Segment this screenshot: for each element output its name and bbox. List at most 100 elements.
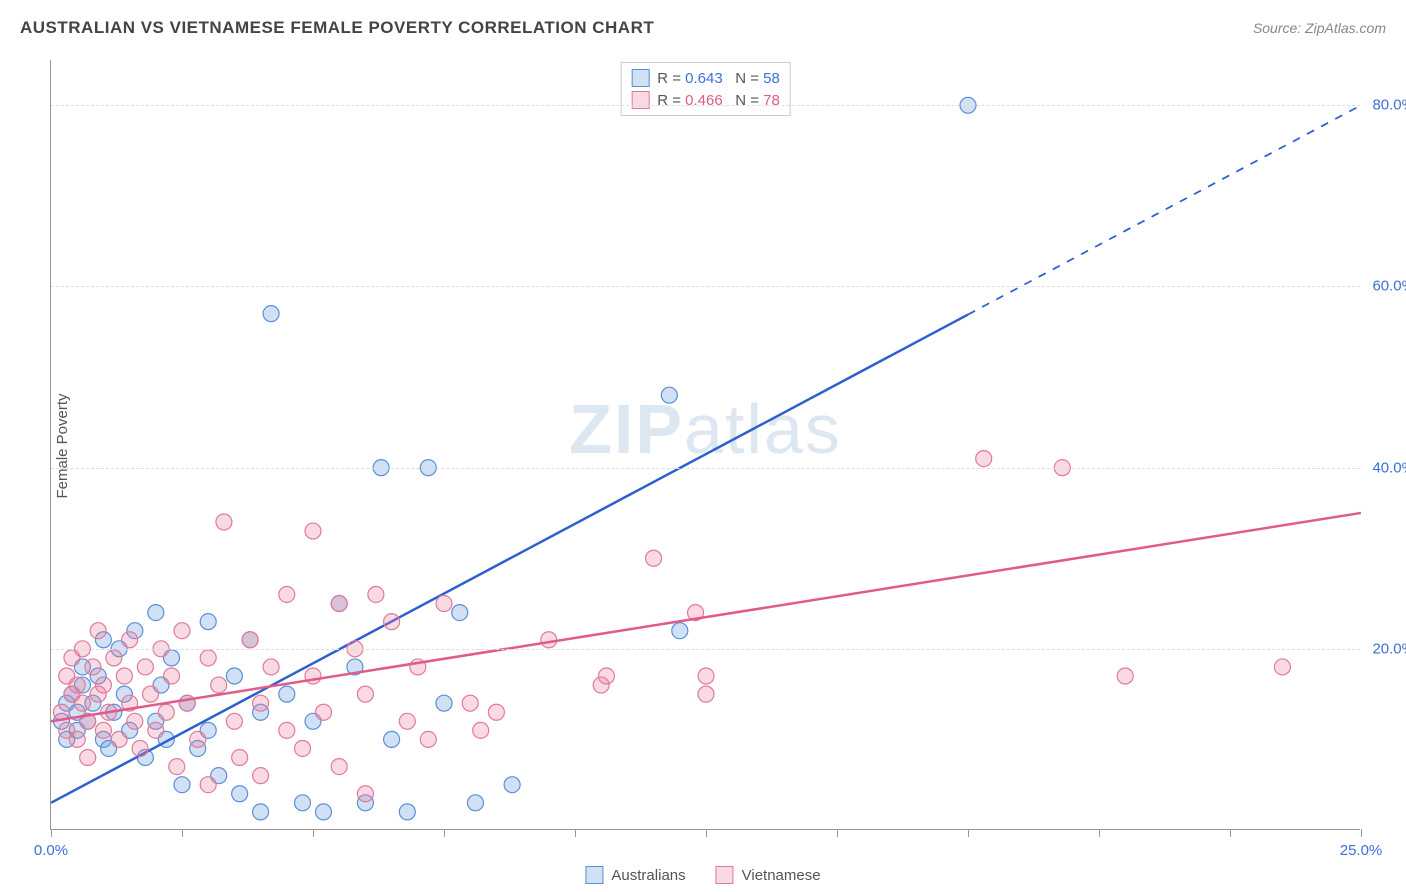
scatter-point — [305, 523, 321, 539]
x-tick — [444, 829, 445, 837]
gridline — [51, 649, 1360, 650]
gridline — [51, 286, 1360, 287]
chart-container: AUSTRALIAN VS VIETNAMESE FEMALE POVERTY … — [0, 0, 1406, 892]
scatter-point — [164, 668, 180, 684]
y-tick-label: 40.0% — [1372, 459, 1406, 476]
bottom-legend: Australians Vietnamese — [585, 866, 820, 884]
scatter-point — [69, 677, 85, 693]
chart-title: AUSTRALIAN VS VIETNAMESE FEMALE POVERTY … — [20, 18, 654, 38]
scatter-point — [598, 668, 614, 684]
scatter-point — [295, 740, 311, 756]
legend-swatch — [716, 866, 734, 884]
legend-label: Vietnamese — [742, 867, 821, 884]
scatter-point — [263, 659, 279, 675]
x-tick — [313, 829, 314, 837]
source-label: Source: ZipAtlas.com — [1253, 20, 1386, 36]
legend-label: Australians — [611, 867, 685, 884]
scatter-point — [315, 704, 331, 720]
scatter-point — [200, 650, 216, 666]
scatter-point — [661, 387, 677, 403]
scatter-point — [384, 614, 400, 630]
x-tick — [1099, 829, 1100, 837]
scatter-point — [200, 777, 216, 793]
scatter-point — [331, 596, 347, 612]
scatter-point — [504, 777, 520, 793]
scatter-point — [672, 623, 688, 639]
scatter-point — [132, 740, 148, 756]
scatter-point — [232, 750, 248, 766]
legend-swatch — [585, 866, 603, 884]
x-tick-label: 25.0% — [1340, 842, 1383, 859]
y-tick-label: 60.0% — [1372, 278, 1406, 295]
scatter-point — [211, 677, 227, 693]
scatter-point — [226, 713, 242, 729]
scatter-point — [279, 586, 295, 602]
scatter-point — [436, 695, 452, 711]
scatter-point — [242, 632, 258, 648]
scatter-point — [253, 804, 269, 820]
scatter-point — [420, 731, 436, 747]
scatter-point — [1117, 668, 1133, 684]
chart-svg — [51, 60, 1360, 829]
title-bar: AUSTRALIAN VS VIETNAMESE FEMALE POVERTY … — [20, 18, 1386, 38]
scatter-point — [253, 695, 269, 711]
scatter-point — [95, 722, 111, 738]
x-tick — [968, 829, 969, 837]
plot-area: ZIPatlas R = 0.643 N = 58R = 0.466 N = 7… — [50, 60, 1360, 830]
scatter-point — [698, 668, 714, 684]
scatter-point — [541, 632, 557, 648]
legend-item: Vietnamese — [716, 866, 821, 884]
scatter-point — [253, 768, 269, 784]
scatter-point — [399, 713, 415, 729]
scatter-point — [90, 623, 106, 639]
scatter-point — [263, 306, 279, 322]
x-tick — [575, 829, 576, 837]
scatter-point — [106, 650, 122, 666]
scatter-point — [122, 632, 138, 648]
scatter-point — [357, 786, 373, 802]
scatter-point — [200, 614, 216, 630]
scatter-point — [698, 686, 714, 702]
scatter-point — [295, 795, 311, 811]
x-tick — [51, 829, 52, 837]
scatter-point — [232, 786, 248, 802]
scatter-point — [226, 668, 242, 684]
scatter-point — [116, 668, 132, 684]
x-tick — [706, 829, 707, 837]
scatter-point — [111, 731, 127, 747]
scatter-point — [279, 686, 295, 702]
scatter-point — [190, 731, 206, 747]
y-tick-label: 80.0% — [1372, 97, 1406, 114]
x-tick — [1361, 829, 1362, 837]
scatter-point — [399, 804, 415, 820]
scatter-point — [452, 605, 468, 621]
x-tick — [182, 829, 183, 837]
scatter-point — [488, 704, 504, 720]
scatter-point — [384, 731, 400, 747]
scatter-point — [174, 777, 190, 793]
scatter-point — [473, 722, 489, 738]
scatter-point — [1274, 659, 1290, 675]
regression-line-dashed — [968, 105, 1361, 314]
scatter-point — [143, 686, 159, 702]
gridline — [51, 468, 1360, 469]
x-tick-label: 0.0% — [34, 842, 68, 859]
scatter-point — [467, 795, 483, 811]
legend-item: Australians — [585, 866, 685, 884]
scatter-point — [279, 722, 295, 738]
scatter-point — [148, 605, 164, 621]
scatter-point — [331, 759, 347, 775]
scatter-point — [216, 514, 232, 530]
scatter-point — [976, 451, 992, 467]
scatter-point — [357, 686, 373, 702]
regression-line — [51, 315, 968, 803]
y-tick-label: 20.0% — [1372, 640, 1406, 657]
scatter-point — [127, 713, 143, 729]
scatter-point — [174, 623, 190, 639]
scatter-point — [74, 695, 90, 711]
gridline — [51, 105, 1360, 106]
scatter-point — [368, 586, 384, 602]
scatter-point — [80, 750, 96, 766]
scatter-point — [158, 704, 174, 720]
scatter-point — [95, 677, 111, 693]
